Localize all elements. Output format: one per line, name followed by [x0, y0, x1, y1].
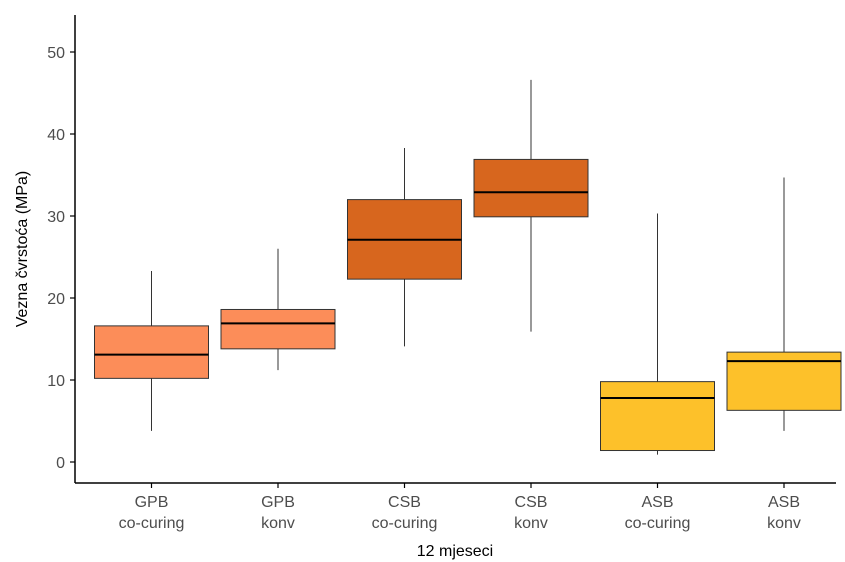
box-iqr — [220, 308, 336, 350]
box-iqr — [473, 158, 589, 218]
boxes-layer — [94, 79, 842, 455]
y-tick-label: 0 — [56, 455, 65, 472]
y-tick-label: 10 — [47, 373, 65, 390]
y-axis-title: Vezna čvrstoća (MPa) — [14, 171, 31, 328]
x-ticks-layer: GPB co-curing GPB konv CSB co-curing CSB konv AS… — [119, 483, 801, 532]
y-tick-label: 50 — [47, 45, 65, 62]
x-tick-label-line2: co-curing — [625, 515, 691, 532]
box-group — [473, 79, 589, 332]
box-group — [94, 270, 209, 431]
box-iqr — [94, 325, 209, 379]
x-tick-label-line1: GPB — [261, 494, 295, 511]
y-tick-label: 20 — [47, 291, 65, 308]
x-tick-label-line2: co-curing — [372, 515, 438, 532]
x-axis-title: 12 mjeseci — [417, 543, 493, 560]
y-tick-label: 30 — [47, 209, 65, 226]
box-group — [220, 248, 336, 371]
x-tick-label-line1: ASB — [641, 494, 673, 511]
x-tick-label-line1: ASB — [768, 494, 800, 511]
box-iqr — [600, 381, 715, 452]
x-tick-label-line1: CSB — [388, 494, 421, 511]
x-tick-label-line1: GPB — [135, 494, 169, 511]
x-tick-label-line2: konv — [514, 515, 548, 532]
x-tick-label-line1: CSB — [515, 494, 548, 511]
x-tick-label-line2: konv — [767, 515, 801, 532]
y-tick-label: 40 — [47, 127, 65, 144]
y-ticks-layer: 0 10 20 30 40 50 — [47, 45, 75, 472]
box-group — [726, 177, 842, 431]
box-group — [347, 147, 462, 347]
x-tick-label-line2: konv — [261, 515, 295, 532]
x-tick-label-line2: co-curing — [119, 515, 185, 532]
box-group — [600, 213, 715, 455]
